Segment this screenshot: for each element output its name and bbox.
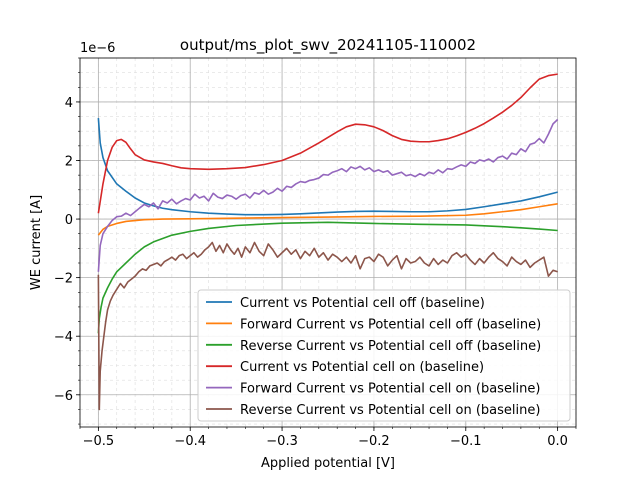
y-tick-label: −2 (54, 272, 73, 287)
legend-label: Current vs Potential cell on (baseline) (240, 360, 484, 375)
legend-label: Current vs Potential cell off (baseline) (240, 296, 485, 311)
y-tick-label: 4 (65, 96, 73, 111)
series-line-3 (97, 221, 558, 334)
x-tick-label: −0.3 (266, 434, 298, 449)
axis-ticks: −0.5 −0.4 −0.3 −0.2 −0.1 0.0 −6 −4 −2 0 2 4 (54, 57, 577, 449)
chart-title: output/ms_plot_swv_20241105-110002 (180, 36, 476, 55)
y-axis-label: WE current [A] (29, 195, 44, 290)
series-line-5 (97, 118, 559, 272)
plot-frame (79, 57, 577, 428)
legend-label: Reverse Current vs Potential cell on (ba… (240, 403, 540, 418)
series-line-6 (97, 241, 558, 411)
plot-lines (97, 73, 559, 411)
x-tick-label: −0.1 (450, 434, 482, 449)
y-tick-label: 0 (65, 213, 73, 228)
legend: Current vs Potential cell off (baseline)… (197, 289, 571, 422)
y-tick-label: −4 (54, 330, 73, 345)
x-axis-label: Applied potential [V] (261, 456, 395, 471)
x-tick-label: −0.5 (83, 434, 115, 449)
series-line-1 (97, 117, 558, 216)
x-tick-label: 0.0 (547, 434, 568, 449)
x-tick-label: −0.4 (174, 434, 206, 449)
legend-label: Reverse Current vs Potential cell off (b… (240, 339, 541, 354)
series-line-2 (97, 203, 558, 236)
legend-label: Forward Current vs Potential cell on (ba… (240, 382, 540, 397)
series-line-4 (97, 73, 558, 214)
y-tick-label: 2 (65, 155, 73, 170)
y-tick-label: −6 (54, 389, 73, 404)
legend-label: Forward Current vs Potential cell off (b… (240, 317, 541, 332)
x-tick-label: −0.2 (358, 434, 390, 449)
y-axis-offset-text: 1e−6 (80, 41, 115, 56)
legend-box (197, 289, 571, 422)
